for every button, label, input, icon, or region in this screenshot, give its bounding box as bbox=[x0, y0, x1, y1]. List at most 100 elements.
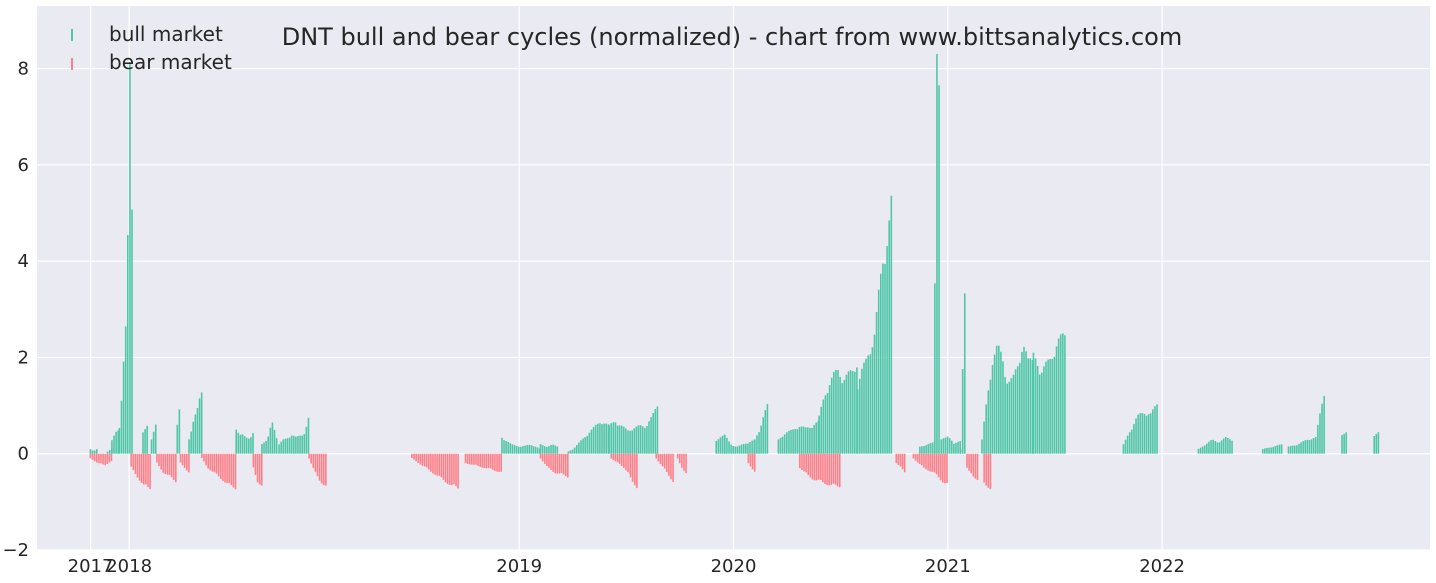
bull-bar bbox=[278, 444, 280, 454]
legend-bear-marker bbox=[71, 58, 73, 70]
bear-bar bbox=[970, 453, 972, 474]
bear-bar bbox=[931, 453, 934, 472]
bear-bar bbox=[620, 453, 623, 466]
bull-bar bbox=[1031, 360, 1034, 454]
bull-bar bbox=[936, 54, 938, 454]
bull-bar bbox=[263, 442, 265, 454]
bull-bar bbox=[290, 435, 293, 454]
bull-bar bbox=[633, 428, 636, 454]
bull-bar bbox=[117, 430, 120, 454]
bull-bar bbox=[841, 383, 844, 454]
bull-bar bbox=[879, 273, 882, 454]
bear-bar bbox=[130, 453, 132, 467]
bear-bar bbox=[440, 453, 443, 478]
bull-bar bbox=[1287, 446, 1290, 454]
bear-bar bbox=[427, 453, 430, 470]
bull-bar bbox=[552, 444, 554, 454]
bull-bar bbox=[654, 409, 657, 454]
bull-bar bbox=[1321, 403, 1323, 454]
bear-bar bbox=[803, 453, 805, 472]
bear-bar bbox=[226, 453, 228, 484]
bear-bar bbox=[989, 453, 992, 490]
bear-bar bbox=[453, 453, 455, 485]
bull-bar bbox=[1312, 438, 1315, 454]
bull-bar bbox=[301, 435, 303, 454]
bear-bar bbox=[316, 453, 319, 477]
bear-bar bbox=[817, 453, 820, 480]
bull-bar bbox=[1145, 415, 1148, 454]
bull-bar bbox=[919, 446, 921, 454]
bull-bar bbox=[124, 326, 127, 454]
bear-bar bbox=[211, 453, 214, 472]
bull-bar bbox=[292, 435, 295, 454]
bull-bar bbox=[760, 425, 762, 454]
bear-bar bbox=[820, 453, 822, 480]
bear-bar bbox=[916, 453, 919, 463]
bear-bar bbox=[683, 453, 685, 471]
bear-bar bbox=[100, 453, 102, 464]
bull-bar bbox=[925, 445, 927, 454]
bull-bar bbox=[623, 426, 625, 454]
bear-bar bbox=[663, 453, 666, 469]
bear-bar bbox=[903, 453, 906, 473]
bull-bar bbox=[554, 445, 557, 454]
bear-bar bbox=[444, 453, 447, 483]
bull-bar bbox=[942, 438, 945, 454]
bear-bar bbox=[477, 453, 479, 466]
bull-bar bbox=[513, 445, 516, 454]
bull-bar bbox=[1222, 438, 1225, 454]
y-tick-label: 8 bbox=[18, 59, 29, 80]
bull-bar bbox=[1227, 437, 1229, 454]
bear-bar bbox=[685, 453, 687, 474]
bull-bar bbox=[584, 437, 586, 454]
bear-bar bbox=[436, 453, 438, 476]
bull-bar bbox=[1059, 334, 1062, 454]
bull-bar bbox=[271, 422, 274, 454]
bull-bar bbox=[1006, 383, 1008, 454]
bull-bar bbox=[929, 443, 932, 454]
bull-bar bbox=[830, 377, 833, 454]
bull-bar bbox=[1298, 443, 1300, 454]
bull-bar bbox=[1276, 445, 1279, 454]
bull-bar bbox=[573, 447, 576, 454]
bull-bar bbox=[989, 379, 992, 454]
bear-bar bbox=[807, 453, 810, 476]
y-tick-label: −2 bbox=[2, 540, 29, 561]
bear-bar bbox=[158, 453, 160, 466]
bull-bar bbox=[811, 427, 813, 454]
bull-bar bbox=[858, 378, 861, 454]
bear-bar bbox=[147, 453, 149, 487]
bear-bar bbox=[228, 453, 231, 484]
bull-bar bbox=[1041, 372, 1043, 454]
bull-bar bbox=[252, 433, 254, 454]
bear-bar bbox=[132, 453, 135, 471]
bull-bar bbox=[1051, 358, 1054, 454]
bull-bar bbox=[269, 427, 272, 454]
bull-bar bbox=[1343, 433, 1345, 454]
bull-bar bbox=[111, 440, 113, 454]
bull-bar bbox=[726, 437, 728, 454]
bear-bar bbox=[681, 453, 683, 468]
bull-bar bbox=[1308, 440, 1311, 454]
bull-bar bbox=[1341, 435, 1343, 454]
bull-bar bbox=[1266, 447, 1268, 454]
bull-bar bbox=[1201, 446, 1204, 454]
bear-bar bbox=[471, 453, 473, 465]
bear-bar bbox=[805, 453, 807, 473]
bull-bar bbox=[1224, 436, 1227, 454]
bull-bar bbox=[1053, 356, 1056, 454]
bear-bar bbox=[972, 453, 975, 477]
bull-bar bbox=[1220, 440, 1223, 454]
bear-bar bbox=[473, 453, 475, 465]
bull-bar bbox=[1012, 374, 1015, 454]
bull-bar bbox=[871, 347, 874, 454]
bear-bar bbox=[457, 453, 459, 489]
bull-bar bbox=[738, 445, 741, 454]
bull-bar bbox=[188, 439, 190, 454]
bear-bar bbox=[430, 453, 432, 472]
bull-bar bbox=[987, 390, 990, 454]
bear-bar bbox=[901, 453, 904, 470]
bear-bar bbox=[678, 453, 681, 464]
bull-bar bbox=[1212, 439, 1214, 454]
bull-bar bbox=[959, 441, 961, 454]
